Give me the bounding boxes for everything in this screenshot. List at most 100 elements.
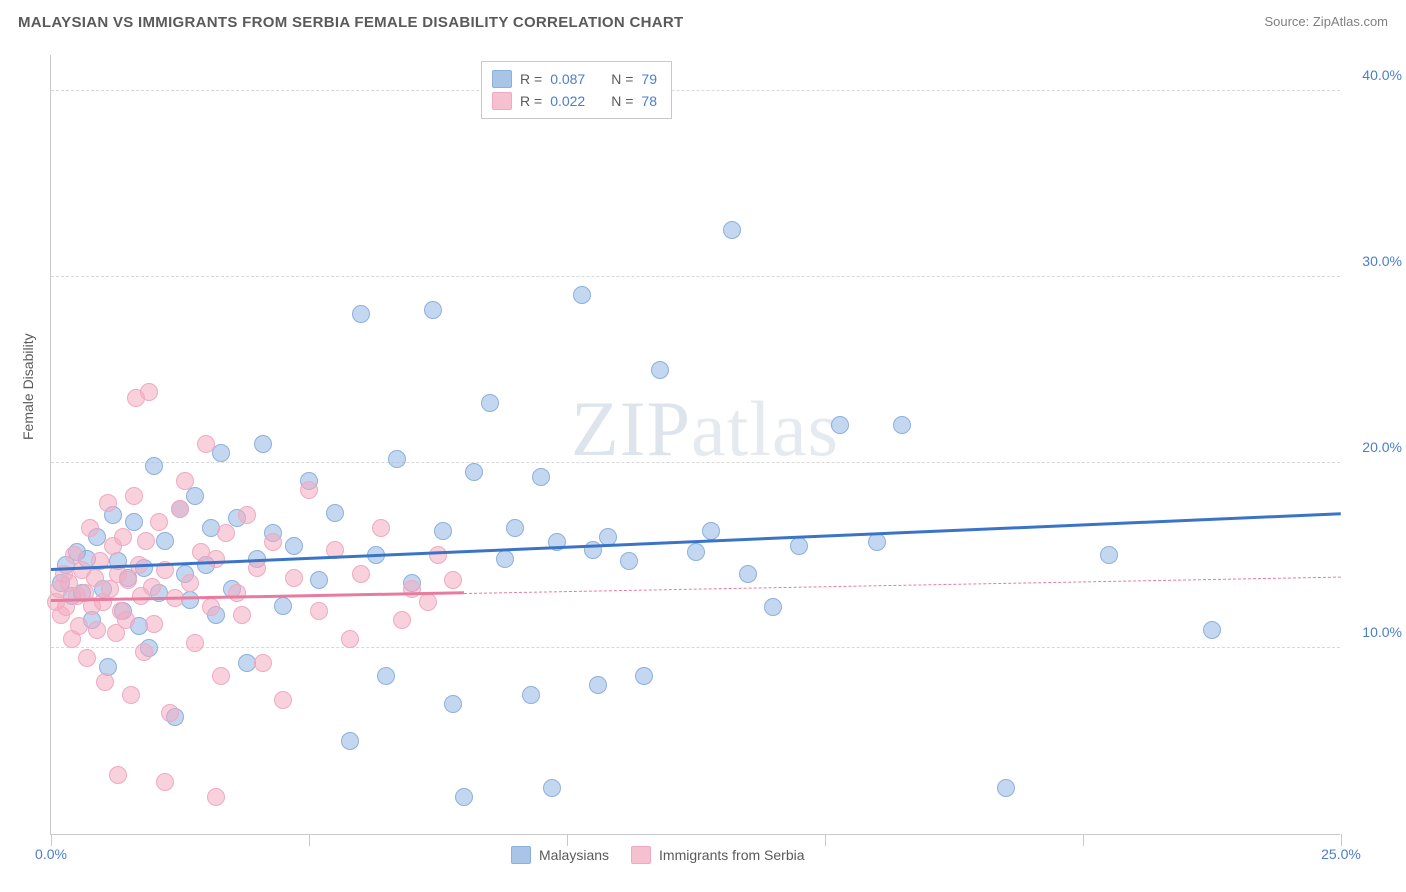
point-serbia [137, 532, 155, 550]
point-malaysians [620, 552, 638, 570]
n-value: 79 [641, 71, 657, 87]
point-malaysians [326, 504, 344, 522]
point-serbia [228, 584, 246, 602]
point-malaysians [543, 779, 561, 797]
point-serbia [341, 630, 359, 648]
n-label: N = [611, 93, 633, 109]
point-serbia [207, 788, 225, 806]
point-malaysians [893, 416, 911, 434]
point-serbia [140, 383, 158, 401]
point-serbia [88, 621, 106, 639]
x-tick [51, 834, 52, 846]
point-serbia [70, 617, 88, 635]
point-serbia [86, 569, 104, 587]
point-serbia [444, 571, 462, 589]
y-tick-label: 20.0% [1362, 439, 1402, 455]
point-serbia [125, 487, 143, 505]
point-malaysians [310, 571, 328, 589]
point-serbia [403, 580, 421, 598]
point-malaysians [455, 788, 473, 806]
point-malaysians [254, 435, 272, 453]
point-serbia [156, 773, 174, 791]
point-serbia [254, 654, 272, 672]
legend-swatch [492, 70, 512, 88]
legend-swatch [511, 846, 531, 864]
point-malaysians [687, 543, 705, 561]
point-serbia [197, 435, 215, 453]
point-serbia [207, 550, 225, 568]
legend-row: R =0.022N =78 [492, 90, 657, 112]
gridline [51, 647, 1340, 648]
point-malaysians [868, 533, 886, 551]
source-label: Source: ZipAtlas.com [1264, 14, 1388, 29]
point-malaysians [388, 450, 406, 468]
point-malaysians [377, 667, 395, 685]
point-serbia [429, 546, 447, 564]
point-malaysians [212, 444, 230, 462]
point-malaysians [424, 301, 442, 319]
point-serbia [248, 559, 266, 577]
point-serbia [352, 565, 370, 583]
watermark: ZIPatlas [571, 384, 839, 474]
gridline [51, 276, 1340, 277]
point-malaysians [481, 394, 499, 412]
point-malaysians [444, 695, 462, 713]
legend-item: Immigrants from Serbia [631, 846, 804, 864]
y-tick-label: 10.0% [1362, 624, 1402, 640]
point-malaysians [465, 463, 483, 481]
point-serbia [419, 593, 437, 611]
legend-item: Malaysians [511, 846, 609, 864]
point-malaysians [764, 598, 782, 616]
r-value: 0.087 [550, 71, 585, 87]
trendline-serbia-extrapolated [464, 577, 1341, 594]
plot-area: ZIPatlas 10.0%20.0%30.0%40.0%0.0%25.0% R… [50, 55, 1340, 835]
point-malaysians [739, 565, 757, 583]
x-tick [1083, 834, 1084, 846]
point-serbia [176, 472, 194, 490]
point-malaysians [1100, 546, 1118, 564]
point-malaysians [434, 522, 452, 540]
point-serbia [96, 673, 114, 691]
point-malaysians [635, 667, 653, 685]
point-serbia [161, 704, 179, 722]
point-malaysians [181, 591, 199, 609]
point-serbia [114, 528, 132, 546]
point-malaysians [145, 457, 163, 475]
point-malaysians [532, 468, 550, 486]
point-serbia [217, 524, 235, 542]
point-malaysians [997, 779, 1015, 797]
point-serbia [181, 574, 199, 592]
point-malaysians [790, 537, 808, 555]
n-value: 78 [641, 93, 657, 109]
point-serbia [310, 602, 328, 620]
y-tick-label: 30.0% [1362, 253, 1402, 269]
x-tick [825, 834, 826, 846]
correlation-legend: R =0.087N =79R =0.022N =78 [481, 61, 672, 119]
x-tick-label: 0.0% [35, 846, 67, 862]
gridline [51, 90, 1340, 91]
series-legend: Malaysians Immigrants from Serbia [511, 846, 805, 864]
x-tick [1341, 834, 1342, 846]
legend-row: R =0.087N =79 [492, 68, 657, 90]
x-tick [309, 834, 310, 846]
point-serbia [99, 494, 117, 512]
point-serbia [81, 519, 99, 537]
r-value: 0.022 [550, 93, 585, 109]
point-serbia [274, 691, 292, 709]
point-serbia [78, 649, 96, 667]
point-malaysians [186, 487, 204, 505]
point-serbia [285, 569, 303, 587]
point-serbia [109, 766, 127, 784]
legend-label: Immigrants from Serbia [659, 847, 804, 863]
point-serbia [143, 578, 161, 596]
point-malaysians [341, 732, 359, 750]
point-malaysians [522, 686, 540, 704]
point-malaysians [573, 286, 591, 304]
point-serbia [150, 513, 168, 531]
point-serbia [300, 481, 318, 499]
point-serbia [212, 667, 230, 685]
x-tick-label: 25.0% [1321, 846, 1361, 862]
point-malaysians [506, 519, 524, 537]
legend-swatch [492, 92, 512, 110]
y-axis-title: Female Disability [20, 333, 36, 440]
